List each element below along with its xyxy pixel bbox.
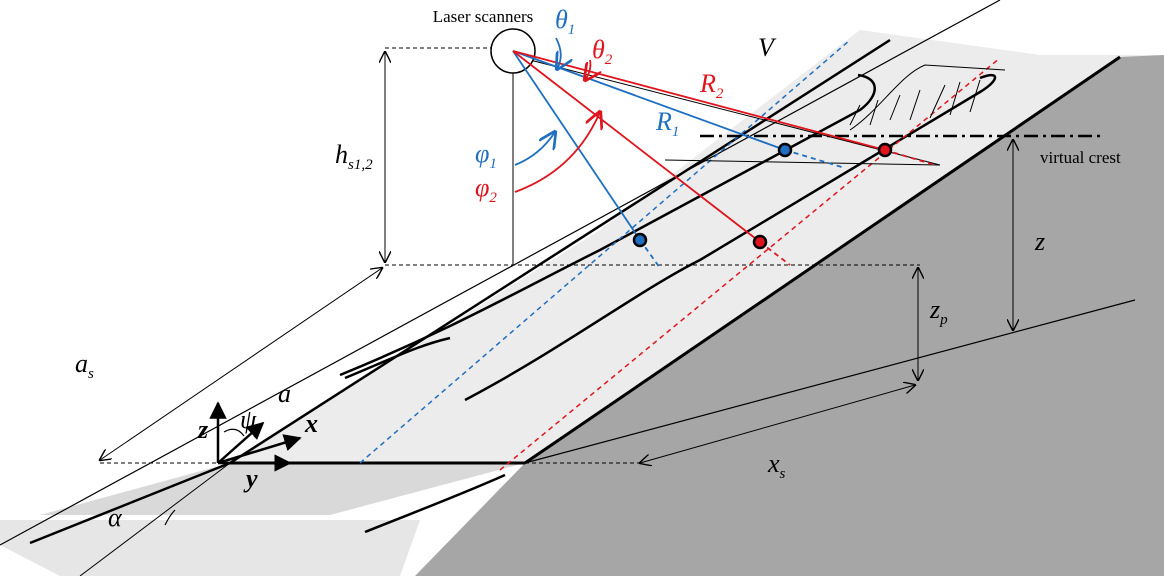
crest-label: virtual crest (1040, 148, 1121, 167)
diagram: Laser scanners θ1 θ2 R2 R1 V φ1 φ2 hs1,2… (0, 0, 1164, 576)
surfaces (0, 30, 1164, 576)
z-height-label: z (1034, 227, 1045, 256)
x-axis-label: x (304, 409, 318, 438)
theta2-label: θ2 (592, 35, 613, 68)
phi2-label: φ2 (475, 173, 497, 206)
phi1-label: φ1 (475, 139, 497, 172)
y-axis-label: y (243, 464, 258, 493)
scanner-label: Laser scanners (433, 7, 534, 26)
psi-label: ψ (240, 405, 257, 434)
a-axis-label: a (278, 379, 291, 408)
alpha-label: α (108, 503, 123, 532)
v-label: V (758, 33, 777, 62)
h-label: hs1,2 (335, 140, 373, 173)
theta1-label: θ1 (555, 5, 575, 38)
r1-label: R1 (655, 107, 679, 140)
as-label: as (75, 349, 94, 382)
r2-label: R2 (699, 69, 724, 102)
z-axis-label: z (197, 415, 209, 444)
